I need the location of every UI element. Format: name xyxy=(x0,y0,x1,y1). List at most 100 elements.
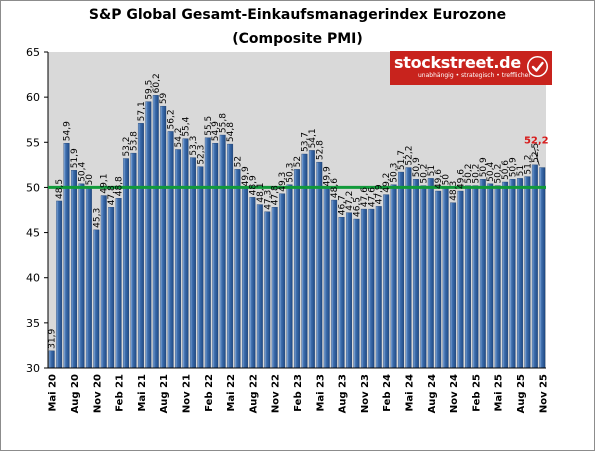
bar xyxy=(182,138,189,369)
bar xyxy=(412,179,419,369)
value-label: 50,9 xyxy=(509,157,519,177)
value-label: 49,3 xyxy=(278,172,288,192)
bar xyxy=(427,178,434,369)
bar xyxy=(227,143,234,369)
y-tick-label: 45 xyxy=(26,227,40,240)
value-label: 48,3 xyxy=(449,181,459,201)
bar xyxy=(189,157,196,369)
x-tick-label: Nov 21 xyxy=(182,374,193,413)
y-tick-label: 60 xyxy=(26,91,40,104)
bar xyxy=(78,183,85,369)
value-label: 48,8 xyxy=(115,176,125,196)
value-label: 56,2 xyxy=(167,109,177,129)
bar xyxy=(450,202,457,369)
chart-title-line-1: S&P Global Gesamt-Einkaufsmanagerindex E… xyxy=(88,7,507,23)
value-label: 52,3 xyxy=(196,145,206,165)
bar xyxy=(115,198,122,369)
x-tick-label: Feb 21 xyxy=(115,374,126,412)
bar xyxy=(152,95,159,369)
x-tick-label: Aug 25 xyxy=(516,374,527,413)
value-label: 49,1 xyxy=(100,174,110,194)
bar xyxy=(160,105,167,369)
bar xyxy=(256,204,263,369)
y-axis: 30 35 40 45 50 55 60 65 xyxy=(26,46,49,375)
value-label: 47,6 xyxy=(360,187,370,207)
value-label: 48,6 xyxy=(330,178,340,198)
x-tick-label: Nov 20 xyxy=(92,374,103,413)
bar xyxy=(234,169,241,369)
value-label: 47,8 xyxy=(107,185,117,205)
bar xyxy=(308,150,315,369)
bar xyxy=(353,218,360,369)
logo-wordmark: stockstreet.de xyxy=(394,53,521,72)
value-label: 50,3 xyxy=(286,163,296,183)
x-tick-label: Mai 22 xyxy=(226,374,237,412)
x-tick-label: Mai 23 xyxy=(315,374,326,412)
last-value-label: 52,2 xyxy=(524,136,549,147)
bar xyxy=(331,199,338,369)
bar xyxy=(48,350,55,369)
x-tick-label: Aug 23 xyxy=(338,374,349,413)
chart-title-line-2: (Composite PMI) xyxy=(232,31,363,47)
value-label: 48,5 xyxy=(55,179,65,199)
bar xyxy=(346,212,352,369)
bar xyxy=(279,193,286,369)
bar xyxy=(509,179,516,369)
value-label: 49,6 xyxy=(434,169,444,189)
bar xyxy=(294,169,300,369)
bar xyxy=(85,187,92,369)
value-label: 54,8 xyxy=(226,122,236,142)
value-label: 51,2 xyxy=(523,155,533,175)
x-tick-label: Feb 23 xyxy=(293,374,304,412)
x-tick-label: Mai 25 xyxy=(494,374,505,412)
bar xyxy=(197,166,204,369)
value-label: 50,9 xyxy=(412,157,422,177)
value-label: 53,8 xyxy=(129,131,139,151)
value-label: 50,2 xyxy=(494,164,504,184)
value-label: 50,2 xyxy=(471,164,481,184)
bar xyxy=(175,149,182,369)
bar xyxy=(63,142,70,369)
bar xyxy=(368,208,375,369)
value-label: 47,3 xyxy=(263,190,273,210)
bar xyxy=(494,185,501,369)
bar xyxy=(524,176,531,369)
stockstreet-logo: stockstreet.de unabhängig • strategisch … xyxy=(390,51,552,85)
value-label: 55,4 xyxy=(182,116,192,136)
logo-tagline: unabhängig • strategisch • trefflicher xyxy=(418,72,531,79)
bar xyxy=(531,164,538,369)
value-label: 59 xyxy=(159,92,169,104)
value-label: 46,5 xyxy=(352,197,362,217)
value-label: 59,5 xyxy=(144,80,154,100)
bar xyxy=(517,178,523,369)
value-label: 52 xyxy=(293,156,303,167)
x-tick-label: Mai 21 xyxy=(137,374,148,412)
x-tick-label: Mai 20 xyxy=(48,374,59,412)
value-label: 53,7 xyxy=(300,132,310,152)
value-label: 48,9 xyxy=(248,175,258,195)
value-label: 53,3 xyxy=(189,136,199,156)
value-label: 51 xyxy=(427,165,437,176)
bar xyxy=(242,188,248,369)
value-label: 50,9 xyxy=(479,157,489,177)
bar xyxy=(71,170,77,369)
bar xyxy=(442,187,449,369)
value-label: 50,2 xyxy=(464,164,474,184)
value-label: 52,8 xyxy=(315,140,325,160)
bar xyxy=(487,183,494,369)
bar xyxy=(130,152,137,369)
value-label: 57,1 xyxy=(137,101,147,121)
value-label: 50,6 xyxy=(501,160,511,180)
bar xyxy=(390,184,397,369)
bar xyxy=(398,171,405,369)
x-axis: Mai 20 Aug 20 Nov 20 Feb 21 Mai 21 Aug 21 Nov … xyxy=(48,367,549,413)
value-label: 50,4 xyxy=(486,162,496,182)
value-label: 51,9 xyxy=(70,148,80,168)
checkmark-icon xyxy=(527,56,548,77)
bar xyxy=(219,134,226,369)
value-label: 52 xyxy=(234,156,244,167)
value-label: 54,1 xyxy=(308,128,318,148)
value-label: 54,9 xyxy=(63,121,73,141)
bar xyxy=(167,131,174,369)
